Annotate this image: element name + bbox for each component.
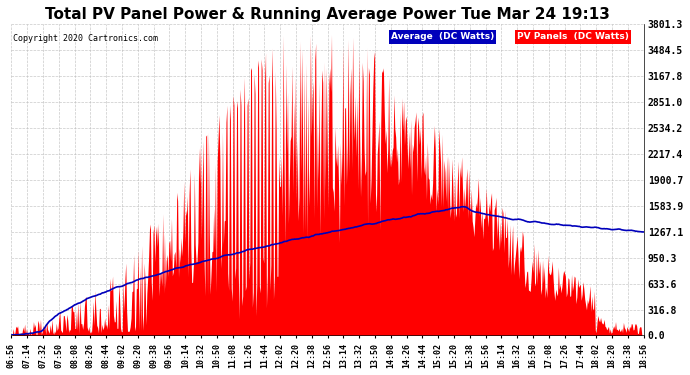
Text: PV Panels  (DC Watts): PV Panels (DC Watts)	[518, 32, 629, 41]
Title: Total PV Panel Power & Running Average Power Tue Mar 24 19:13: Total PV Panel Power & Running Average P…	[45, 7, 610, 22]
Text: Average  (DC Watts): Average (DC Watts)	[391, 32, 494, 41]
Text: Copyright 2020 Cartronics.com: Copyright 2020 Cartronics.com	[12, 34, 158, 43]
